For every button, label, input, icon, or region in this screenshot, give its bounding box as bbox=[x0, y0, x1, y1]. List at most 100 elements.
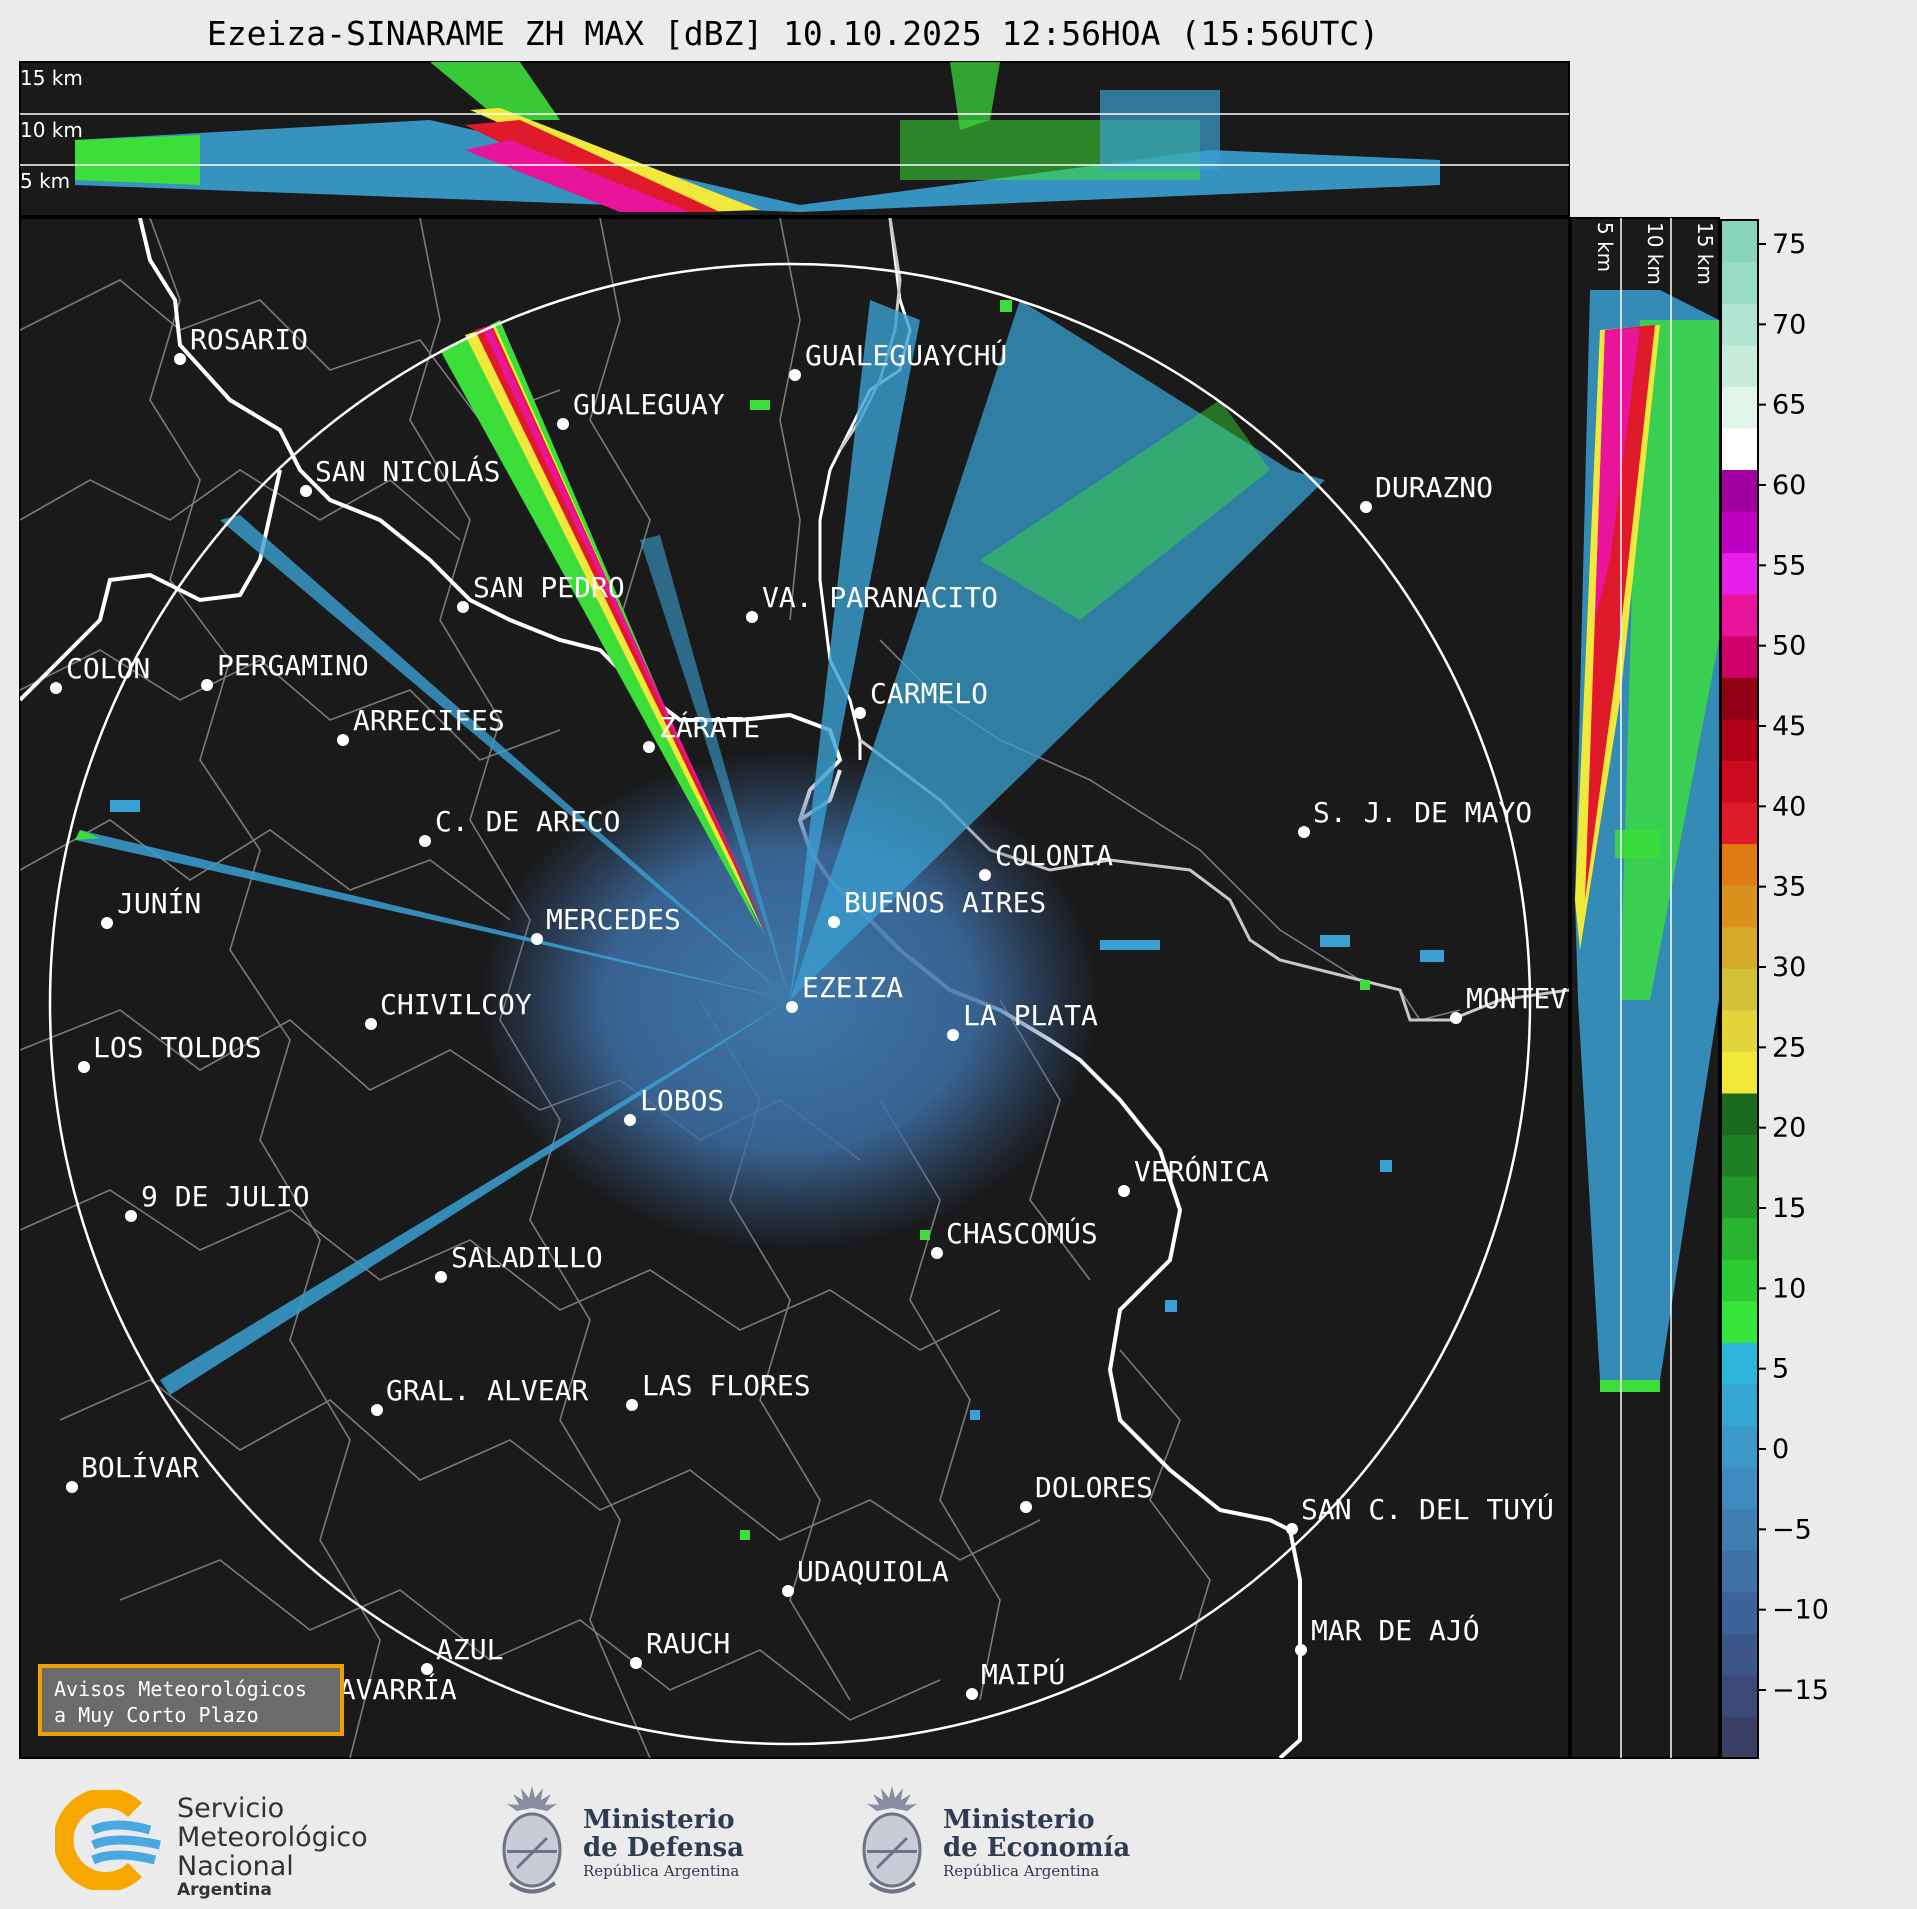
city-label-gualeguay: GUALEGUAY bbox=[573, 388, 725, 421]
colorbar-bin bbox=[1721, 386, 1758, 429]
city-label-maipu: MAIPÚ bbox=[981, 1657, 1065, 1691]
smn-name-line-3: Nacional bbox=[177, 1851, 294, 1882]
city-label-s-j-de-mayo: S. J. DE MAYO bbox=[1313, 796, 1532, 829]
top-cross-section-panel: 15 km 10 km 5 km bbox=[19, 61, 1570, 217]
warnings-line-2: a Muy Corto Plazo bbox=[54, 1703, 259, 1727]
national-coat-of-arms-icon bbox=[862, 1786, 922, 1894]
colorbar-tick-label: 15 bbox=[1772, 1193, 1806, 1224]
colorbar-bin bbox=[1721, 427, 1758, 471]
top-altitude-label-5km: 5 km bbox=[20, 169, 70, 193]
footer-logos: Servicio Meteorológico Nacional Argentin… bbox=[0, 1760, 1917, 1909]
colorbar-bin bbox=[1721, 1591, 1758, 1634]
colorbar-tick-label: −15 bbox=[1772, 1675, 1829, 1706]
colorbar-bin bbox=[1721, 1633, 1758, 1676]
colorbar-bin bbox=[1721, 677, 1758, 720]
smn-name-line-1: Servicio bbox=[177, 1793, 285, 1824]
colorbar-bin bbox=[1721, 510, 1758, 554]
city-label-san-c-del-tuyu: SAN C. DEL TUYÚ bbox=[1301, 1492, 1554, 1526]
economia-line-1: Ministerio bbox=[943, 1805, 1095, 1835]
city-label-dolores: DOLORES bbox=[1035, 1471, 1153, 1504]
city-label-ezeiza: EZEIZA bbox=[802, 971, 903, 1004]
colorbar-tick-label: 75 bbox=[1772, 229, 1806, 260]
colorbar-bin bbox=[1721, 1009, 1758, 1052]
range-ring bbox=[48, 262, 1532, 1746]
radar-echoes bbox=[75, 300, 1444, 1540]
city-label-bolivar: BOLÍVAR bbox=[81, 1450, 199, 1484]
colorbar-tick-label: 5 bbox=[1772, 1354, 1789, 1385]
very-short-term-warnings-box[interactable]: Avisos Meteorológicos a Muy Corto Plazo bbox=[38, 1664, 344, 1736]
city-label-azul: AZUL bbox=[436, 1633, 503, 1666]
city-label-zarate: ZÁRATE bbox=[659, 710, 760, 744]
city-label-montevideo: MONTEVIDEO bbox=[1466, 982, 1635, 1015]
colorbar-bin bbox=[1721, 801, 1758, 845]
city-labels: ROSARIO GUALEGUAYCHÚ GUALEGUAY SAN NICOL… bbox=[66, 323, 1635, 1706]
city-label-va-paranacito: VA. PARANACITO bbox=[762, 581, 998, 614]
city-label-la-plata: LA PLATA bbox=[963, 999, 1098, 1032]
colorbar-tick-label: 60 bbox=[1772, 470, 1806, 501]
colorbar-bin bbox=[1721, 1716, 1758, 1759]
colorbar-bin bbox=[1721, 1550, 1758, 1593]
colorbar-bin bbox=[1721, 1508, 1758, 1551]
city-label-pergamino: PERGAMINO bbox=[217, 649, 369, 682]
city-label-rosario: ROSARIO bbox=[190, 323, 308, 356]
city-label-saladillo: SALADILLO bbox=[451, 1241, 603, 1274]
colorbar-bins bbox=[1721, 220, 1758, 1759]
city-label-veronica: VERÓNICA bbox=[1134, 1154, 1269, 1188]
smn-logo-icon bbox=[55, 1790, 161, 1890]
colorbar-tick-label: 50 bbox=[1772, 631, 1806, 662]
defensa-line-3: República Argentina bbox=[583, 1862, 740, 1880]
top-altitude-label-15km: 15 km bbox=[20, 66, 83, 90]
side-altitude-label-10km: 10 km bbox=[1643, 222, 1667, 285]
colorbar-tick-label: 65 bbox=[1772, 390, 1806, 421]
colorbar-tick-label: 30 bbox=[1772, 952, 1806, 983]
city-label-mar-de-ajo: MAR DE AJÓ bbox=[1311, 1613, 1480, 1647]
defensa-line-2: de Defensa bbox=[583, 1833, 744, 1863]
colorbar-tick-label: 25 bbox=[1772, 1032, 1806, 1063]
colorbar-tick-label: 70 bbox=[1772, 309, 1806, 340]
city-label-buenos-aires: BUENOS AIRES bbox=[844, 886, 1046, 919]
city-label-carmelo: CARMELO bbox=[870, 677, 988, 710]
colorbar-bin bbox=[1721, 843, 1758, 886]
city-label-mercedes: MERCEDES bbox=[546, 903, 681, 936]
colorbar-bin bbox=[1721, 1217, 1758, 1260]
colorbar-bin bbox=[1721, 1176, 1758, 1219]
colorbar-tick-label: 35 bbox=[1772, 872, 1806, 903]
city-label-rauch: RAUCH bbox=[646, 1627, 730, 1660]
colorbar-bin bbox=[1721, 469, 1758, 512]
side-altitude-label-15km: 15 km bbox=[1693, 222, 1717, 285]
city-label-lobos: LOBOS bbox=[640, 1084, 724, 1117]
colorbar-bin bbox=[1721, 303, 1758, 346]
smn-logo: Servicio Meteorológico Nacional Argentin… bbox=[55, 1790, 385, 1900]
city-label-san-pedro: SAN PEDRO bbox=[473, 571, 625, 604]
city-label-colonia: COLONIA bbox=[995, 839, 1113, 872]
colorbar-bin bbox=[1721, 885, 1758, 928]
city-label-9-de-julio: 9 DE JULIO bbox=[141, 1180, 310, 1213]
colorbar-bin bbox=[1721, 220, 1758, 263]
colorbar-bin bbox=[1721, 1342, 1758, 1385]
top-echo-profile bbox=[75, 62, 1440, 212]
colorbar-bin bbox=[1721, 1674, 1758, 1718]
smn-country: Argentina bbox=[177, 1880, 272, 1900]
city-label-c-de-areco: C. DE ARECO bbox=[435, 805, 620, 838]
colorbar-bin bbox=[1721, 760, 1758, 803]
figure-title: Ezeiza-SINARAME ZH MAX [dBZ] 10.10.2025 … bbox=[207, 14, 1379, 53]
city-label-durazno: DURAZNO bbox=[1375, 471, 1493, 504]
colorbar-tick-label: −10 bbox=[1772, 1595, 1829, 1626]
national-coat-of-arms-icon bbox=[502, 1786, 562, 1894]
colorbar-bin bbox=[1721, 1300, 1758, 1343]
city-label-san-nicolas: SAN NICOLÁS bbox=[315, 454, 500, 488]
economia-line-2: de Economía bbox=[943, 1833, 1131, 1863]
colorbar-bin bbox=[1721, 1425, 1758, 1468]
side-echo-profile bbox=[1575, 290, 1719, 1392]
colorbar-bin bbox=[1721, 926, 1758, 969]
colorbar-bin bbox=[1721, 968, 1758, 1011]
defensa-line-1: Ministerio bbox=[583, 1805, 735, 1835]
colorbar-bin bbox=[1721, 552, 1758, 595]
city-label-gualeguaychu: GUALEGUAYCHÚ bbox=[805, 338, 1007, 372]
colorbar-tick-label: 0 bbox=[1772, 1434, 1789, 1465]
city-label-chivilcoy: CHIVILCOY bbox=[380, 988, 532, 1021]
ministerio-economia-logo: Ministerio de Economía República Argenti… bbox=[855, 1778, 1135, 1903]
city-label-chascomus: CHASCOMÚS bbox=[946, 1216, 1098, 1250]
